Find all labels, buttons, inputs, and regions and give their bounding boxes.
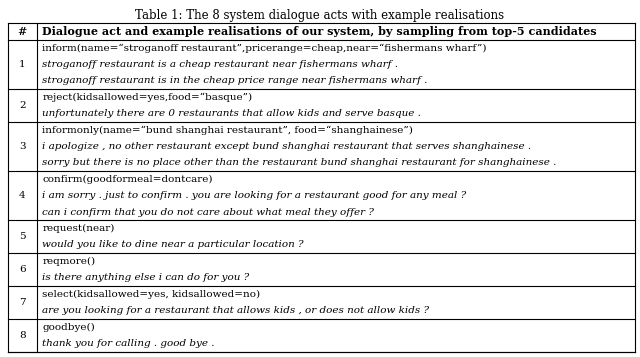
Text: 6: 6	[19, 265, 26, 274]
Text: select(kidsallowed=yes, kidsallowed=no): select(kidsallowed=yes, kidsallowed=no)	[42, 290, 260, 299]
Text: stroganoff restaurant is a cheap restaurant near fishermans wharf .: stroganoff restaurant is a cheap restaur…	[42, 60, 398, 69]
Text: Dialogue act and example realisations of our system, by sampling from top-5 cand: Dialogue act and example realisations of…	[42, 26, 597, 37]
Text: 1: 1	[19, 60, 26, 69]
Text: Table 1: The 8 system dialogue acts with example realisations: Table 1: The 8 system dialogue acts with…	[136, 9, 504, 22]
Text: 5: 5	[19, 232, 26, 241]
Text: 2: 2	[19, 101, 26, 110]
Text: reject(kidsallowed=yes,food=“basque”): reject(kidsallowed=yes,food=“basque”)	[42, 92, 252, 102]
Text: thank you for calling . good bye .: thank you for calling . good bye .	[42, 339, 215, 348]
Text: i apologize , no other restaurant except bund shanghai restaurant that serves sh: i apologize , no other restaurant except…	[42, 142, 531, 151]
Text: sorry but there is no place other than the restaurant bund shanghai restaurant f: sorry but there is no place other than t…	[42, 158, 557, 167]
Text: goodbye(): goodbye()	[42, 322, 95, 332]
Text: 4: 4	[19, 191, 26, 200]
Text: reqmore(): reqmore()	[42, 257, 95, 266]
Text: 3: 3	[19, 142, 26, 151]
Text: unfortunately there are 0 restaurants that allow kids and serve basque .: unfortunately there are 0 restaurants th…	[42, 109, 421, 118]
Text: inform(name=“stroganoff restaurant”,pricerange=cheap,near=“fishermans wharf”): inform(name=“stroganoff restaurant”,pric…	[42, 43, 487, 52]
Text: 8: 8	[19, 331, 26, 340]
Text: #: #	[18, 26, 27, 37]
Text: i am sorry . just to confirm . you are looking for a restaurant good for any mea: i am sorry . just to confirm . you are l…	[42, 191, 467, 200]
Text: are you looking for a restaurant that allows kids , or does not allow kids ?: are you looking for a restaurant that al…	[42, 306, 429, 315]
Text: is there anything else i can do for you ?: is there anything else i can do for you …	[42, 273, 250, 282]
Text: would you like to dine near a particular location ?: would you like to dine near a particular…	[42, 240, 304, 250]
Text: request(near): request(near)	[42, 224, 115, 233]
Text: can i confirm that you do not care about what meal they offer ?: can i confirm that you do not care about…	[42, 207, 374, 217]
Text: stroganoff restaurant is in the cheap price range near fishermans wharf .: stroganoff restaurant is in the cheap pr…	[42, 76, 428, 85]
Text: 7: 7	[19, 298, 26, 307]
Text: confirm(goodformeal=dontcare): confirm(goodformeal=dontcare)	[42, 175, 212, 184]
Text: informonly(name=“bund shanghai restaurant”, food=“shanghainese”): informonly(name=“bund shanghai restauran…	[42, 125, 413, 135]
